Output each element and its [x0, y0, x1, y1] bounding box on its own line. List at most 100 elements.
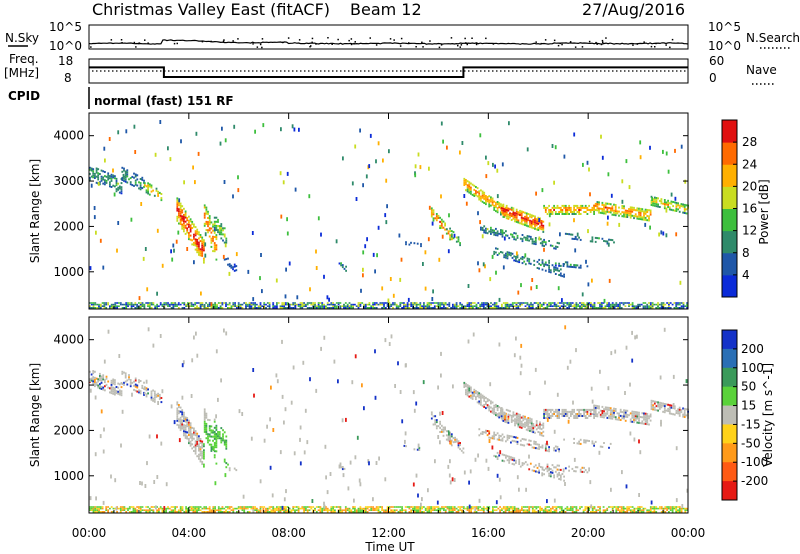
- power-cell: [196, 228, 199, 231]
- velocity-cell: [366, 507, 369, 510]
- power-cell: [450, 307, 452, 309]
- power-cell: [604, 202, 607, 205]
- power-cell: [263, 302, 266, 304]
- power-cell: [495, 210, 497, 213]
- velocity-cell: [473, 388, 476, 391]
- velocity-cell: [531, 511, 534, 513]
- velocity-cell: [575, 511, 578, 513]
- power-cell: [680, 305, 683, 307]
- power-cell: [525, 212, 528, 215]
- power-cell: [178, 208, 180, 211]
- power-cell: [179, 206, 182, 209]
- power-cell: [321, 302, 324, 304]
- velocity-cell: [512, 419, 515, 422]
- power-cell: [613, 303, 616, 306]
- power-cell: [104, 158, 106, 163]
- velocity-cell: [579, 506, 581, 508]
- noise-search-point: [120, 39, 123, 41]
- power-cell: [413, 303, 416, 306]
- velocity-cell: [199, 440, 202, 442]
- power-cell: [183, 180, 185, 185]
- velocity-cell: [218, 431, 221, 434]
- power-cell: [522, 223, 525, 226]
- velocity-cell: [571, 511, 574, 513]
- power-cell: [607, 172, 610, 177]
- velocity-cell: [199, 509, 202, 511]
- power-cell: [505, 209, 508, 211]
- velocity-cell: [500, 411, 503, 414]
- y-tick-label: 1000: [53, 265, 84, 279]
- velocity-cell: [582, 509, 585, 511]
- power-cell: [486, 302, 489, 304]
- velocity-cell: [120, 386, 123, 389]
- velocity-cell: [508, 437, 511, 439]
- noise-search-point: [465, 42, 467, 44]
- power-cell: [596, 203, 599, 206]
- power-cell: [102, 176, 105, 179]
- power-cell: [573, 303, 576, 306]
- power-cell: [93, 215, 96, 220]
- velocity-cell: [228, 467, 231, 470]
- velocity-cell: [652, 408, 654, 411]
- velocity-cell: [650, 401, 653, 404]
- power-cell: [609, 209, 612, 212]
- power-cell: [363, 303, 365, 306]
- power-cell: [569, 265, 572, 268]
- velocity-cell: [90, 509, 93, 511]
- velocity-cell: [521, 444, 524, 447]
- power-cell: [448, 302, 451, 304]
- power-cell: [675, 205, 678, 208]
- velocity-cell: [194, 432, 197, 435]
- power-cell: [220, 233, 223, 236]
- velocity-cell: [513, 440, 516, 443]
- velocity-cell: [435, 506, 438, 508]
- power-cell: [152, 302, 155, 304]
- velocity-cell: [633, 511, 636, 513]
- power-cell: [239, 307, 242, 309]
- power-cell: [423, 305, 425, 307]
- velocity-cell: [105, 507, 108, 510]
- velocity-cell: [637, 507, 639, 510]
- power-cell: [220, 237, 223, 240]
- velocity-cell: [508, 457, 511, 460]
- power-cell: [134, 173, 137, 176]
- power-cell: [542, 228, 545, 231]
- power-cell: [183, 220, 185, 223]
- power-cell: [530, 226, 533, 229]
- power-cell: [159, 120, 162, 124]
- power-cell: [187, 302, 189, 304]
- velocity-cell: [657, 403, 659, 406]
- power-cell: [225, 302, 227, 304]
- power-cell: [515, 216, 518, 219]
- velocity-cell: [217, 435, 219, 438]
- velocity-cell: [148, 434, 151, 439]
- power-cell: [104, 183, 106, 186]
- power-cell: [523, 256, 526, 259]
- power-cell: [286, 171, 289, 176]
- power-cell: [457, 238, 460, 241]
- velocity-cell: [563, 475, 565, 478]
- power-cell: [163, 303, 166, 306]
- power-cell: [584, 204, 587, 207]
- velocity-cell: [114, 381, 116, 384]
- velocity-cell: [470, 511, 472, 513]
- power-cell: [514, 214, 516, 217]
- velocity-cell: [110, 506, 113, 508]
- power-cell: [566, 265, 569, 268]
- power-cell: [387, 298, 390, 303]
- power-cell: [121, 307, 124, 309]
- power-cell: [133, 176, 135, 179]
- power-cell: [685, 208, 688, 211]
- velocity-cell: [440, 351, 442, 356]
- velocity-cell: [217, 511, 220, 513]
- velocity-cell: [174, 507, 177, 510]
- power-cell: [670, 200, 673, 203]
- power-cell: [621, 205, 624, 207]
- power-cell: [574, 213, 577, 215]
- power-cell: [213, 236, 216, 238]
- power-cell: [196, 238, 199, 241]
- velocity-cell: [297, 507, 300, 510]
- power-cell: [502, 215, 505, 218]
- power-cell: [208, 223, 211, 226]
- power-cell: [608, 211, 610, 214]
